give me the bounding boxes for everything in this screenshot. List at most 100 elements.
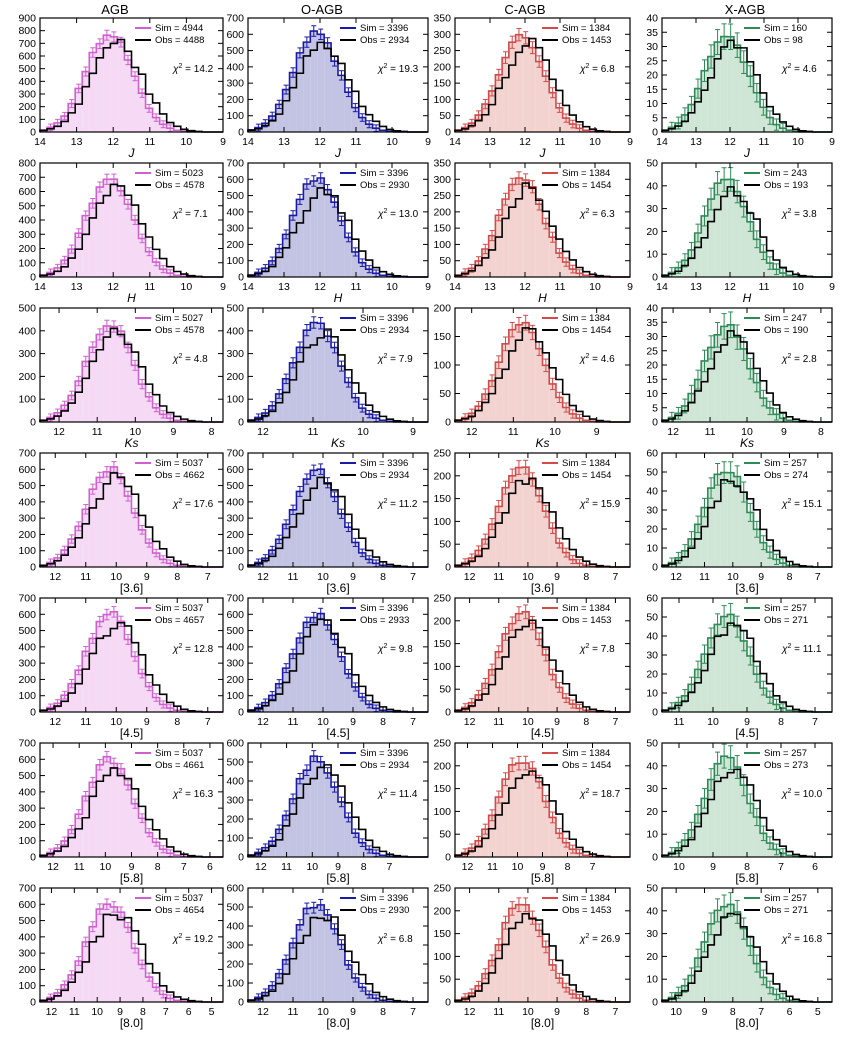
sim-bar (275, 539, 283, 567)
x-tick-label: 10 (91, 1006, 103, 1018)
x-tick-label: 10 (386, 281, 398, 293)
x-axis-label: [3.6] (120, 581, 143, 595)
sim-bar (535, 781, 543, 857)
sim-bar (268, 260, 276, 277)
sim-bar (117, 912, 125, 1002)
sim-bar (688, 975, 695, 1002)
sim-bar (152, 697, 160, 712)
sim-bar (753, 382, 761, 422)
sim-bar (760, 542, 767, 567)
y-tick-label: 500 (226, 480, 244, 492)
sim-bar (261, 992, 269, 1002)
panel-x-agb-36: 0 10 20 30 40 50 60 12 11 10 9 8 7 [3.6] Sim = 257Obs … (646, 448, 833, 595)
x-tick-label: 12 (724, 136, 736, 148)
sim-bar (720, 906, 728, 1002)
y-tick-label: 0 (30, 852, 36, 864)
obs-histogram-line (39, 621, 223, 713)
x-tick-label: 10 (589, 281, 601, 293)
y-tick-label: 0 (652, 997, 658, 1009)
sim-bar (760, 977, 767, 1002)
panel-c-agb-58: 0 50 100 150 200 250 12 11 10 9 8 7 [5.8] Sim = 1384O… (433, 738, 631, 885)
x-tick-label: 11 (555, 136, 566, 148)
x-tick-label: 8 (380, 571, 386, 583)
sim-bar (488, 669, 496, 712)
sim-bar (733, 191, 741, 277)
y-tick-label: 0 (445, 562, 451, 574)
x-axis-label: Ks (124, 436, 138, 450)
sim-bar (707, 199, 715, 277)
x-tick-label: 10 (589, 136, 601, 148)
sim-bar (282, 815, 290, 857)
chi2-annotation: χ2 = 7.9 (377, 353, 413, 365)
sim-bar (310, 322, 318, 422)
x-tick-label: 9 (627, 136, 633, 148)
sim-bar (124, 927, 132, 1002)
y-tick-label: 20 (646, 70, 658, 82)
sim-bar (515, 324, 523, 422)
x-axis-label: [5.8] (531, 871, 554, 885)
sim-bar (707, 637, 715, 712)
x-tick-label: 5 (209, 1006, 215, 1018)
x-tick-label: 5 (815, 1006, 821, 1018)
x-tick-label: 10 (727, 571, 739, 583)
y-tick-label: 25 (646, 55, 658, 67)
y-tick-label: 200 (433, 615, 451, 627)
sim-bar (379, 130, 387, 132)
sim-bar (733, 45, 741, 133)
sim-bar (707, 923, 715, 1002)
sim-bar (296, 491, 304, 567)
y-tick-label: 100 (18, 257, 36, 269)
sim-bar (275, 393, 283, 422)
y-tick-label: 100 (433, 516, 451, 528)
sim-bar (358, 262, 366, 277)
y-tick-label: 0 (445, 272, 451, 284)
x-tick-label: 12 (464, 716, 476, 728)
sim-bar (338, 944, 345, 1002)
sim-bar (145, 543, 153, 567)
y-tick-label: 60 (646, 593, 658, 605)
x-tick-label: 9 (171, 426, 177, 438)
sim-bar (331, 639, 338, 712)
sim-bar (289, 653, 297, 712)
x-tick-label: 13 (484, 136, 496, 148)
x-axis-label: H (538, 291, 547, 305)
y-tick-label: 200 (433, 206, 451, 218)
y-tick-label: 400 (18, 496, 36, 508)
y-tick-label: 100 (433, 806, 451, 818)
sim-bar (261, 413, 269, 422)
x-tick-label: 9 (425, 136, 431, 148)
y-tick-label: 20 (646, 669, 658, 681)
y-tick-label: 250 (433, 738, 451, 750)
x-tick-label: 14 (242, 281, 254, 293)
x-tick-label: 12 (257, 716, 269, 728)
x-tick-label: 12 (519, 136, 531, 148)
sim-bar (61, 840, 69, 857)
sim-bar (542, 365, 550, 422)
y-tick-label: 200 (226, 94, 244, 106)
x-tick-label: 8 (361, 861, 367, 873)
sim-bar (96, 187, 104, 277)
obs-histogram-line (661, 768, 832, 858)
y-tick-label: 300 (226, 940, 244, 952)
sim-bar (68, 103, 76, 132)
x-tick-label: 6 (812, 861, 818, 873)
sim-bar (68, 829, 76, 857)
sim-bar (268, 116, 276, 132)
x-tick-label: 10 (110, 571, 122, 583)
sim-bar (138, 384, 146, 422)
sim-bar (317, 761, 325, 857)
sim-bar (727, 179, 734, 277)
legend-obs-label: Obs = 190 (764, 325, 808, 336)
sim-bar (358, 117, 366, 132)
sim-bar (282, 378, 290, 422)
plot-frame (247, 597, 429, 713)
x-tick-label: 11 (487, 861, 498, 873)
y-tick-label: 50 (439, 829, 451, 841)
legend-obs-label: Obs = 1454 (562, 180, 611, 191)
sim-bar (75, 526, 83, 567)
sim-bar (495, 797, 503, 857)
y-tick-label: 35 (646, 27, 658, 39)
